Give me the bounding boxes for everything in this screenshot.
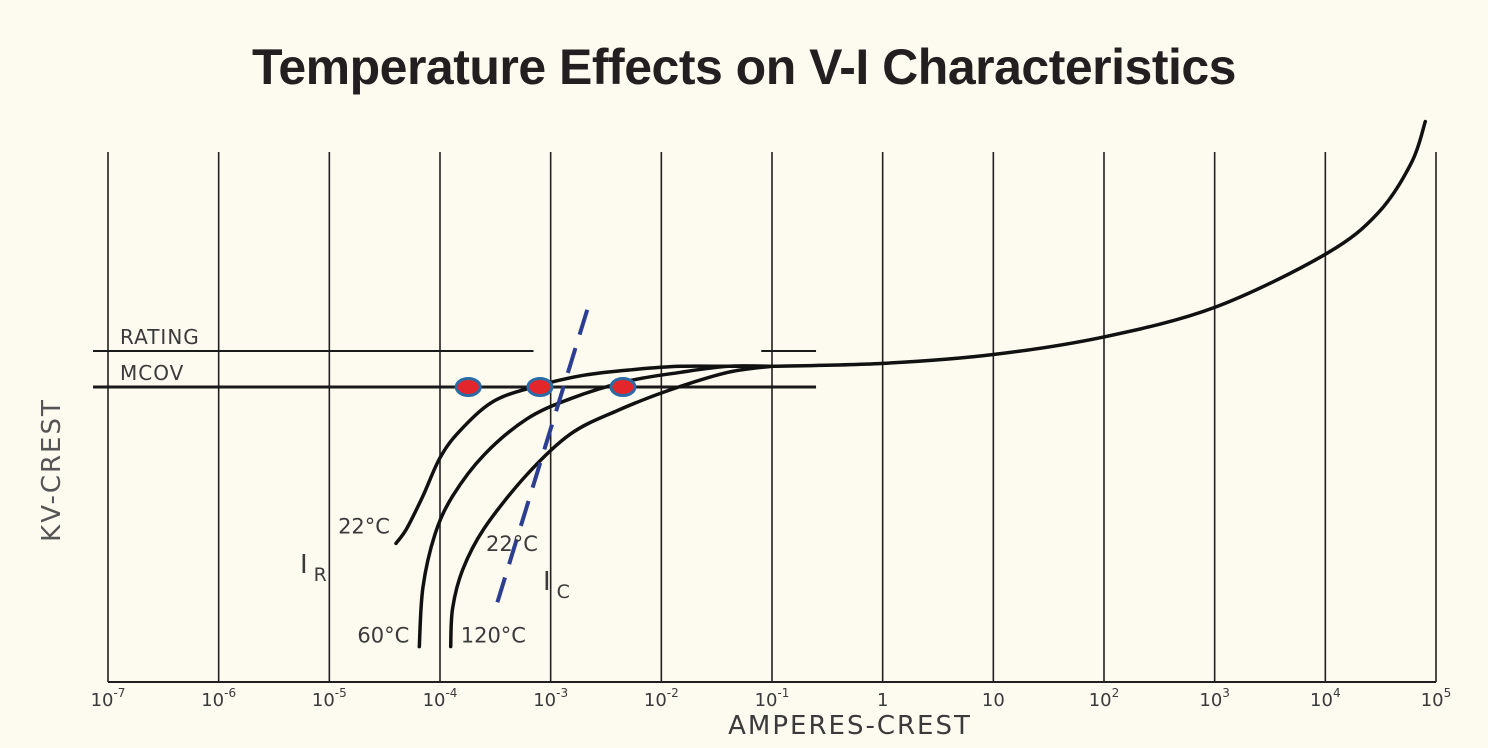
x-tick-label: 10-2 bbox=[644, 686, 679, 711]
series-label-60c: 60°C bbox=[357, 624, 409, 648]
vi-curve-22c bbox=[394, 364, 774, 546]
chart-title: Temperature Effects on V-I Characteristi… bbox=[252, 39, 1236, 95]
reference-label-rating: RATING bbox=[120, 325, 200, 349]
x-tick-label: 105 bbox=[1421, 686, 1452, 711]
series-label-22c: 22°C bbox=[338, 514, 390, 538]
vi-curve-120c bbox=[448, 364, 774, 649]
mcov-point bbox=[526, 377, 554, 397]
x-tick-label: 10-4 bbox=[423, 686, 458, 711]
x-tick-label: 104 bbox=[1310, 686, 1341, 711]
x-tick-label: 10-3 bbox=[533, 686, 568, 711]
x-tick-label: 10-1 bbox=[755, 686, 790, 711]
x-tick-label: 10-7 bbox=[91, 686, 126, 711]
x-tick-label: 10 bbox=[982, 690, 1005, 711]
reference-lines: RATING MCOV bbox=[93, 325, 817, 389]
x-tick-label: 10-6 bbox=[201, 686, 236, 711]
x-tick-label: 1 bbox=[877, 690, 888, 711]
y-axis-label: KV-CREST bbox=[37, 398, 67, 542]
reference-label-mcov: MCOV bbox=[120, 361, 184, 385]
x-axis-label: AMPERES-CREST bbox=[728, 711, 972, 741]
mcov-point bbox=[454, 377, 482, 397]
x-tick-labels: 10-7 10-6 10-5 10-4 10-3 10-2 10-1 1 10 102 103 104… bbox=[91, 686, 1452, 711]
grid-lines bbox=[107, 152, 1437, 682]
curves bbox=[394, 119, 1428, 649]
vi-curve-common bbox=[770, 119, 1428, 369]
capacitive-temp-label: 22°C bbox=[486, 532, 538, 556]
annotations: 22°C 60°C 120°C 22°C I R I C bbox=[300, 297, 593, 648]
series-label-120c: 120°C bbox=[461, 624, 526, 648]
mcov-points bbox=[454, 377, 637, 397]
mcov-point bbox=[609, 377, 637, 397]
capacitive-dashed-line bbox=[495, 297, 593, 603]
vi-curve-60c bbox=[417, 364, 774, 649]
x-tick-label: 102 bbox=[1089, 686, 1120, 711]
x-tick-label: 10-5 bbox=[312, 686, 347, 711]
x-tick-label: 103 bbox=[1199, 686, 1230, 711]
